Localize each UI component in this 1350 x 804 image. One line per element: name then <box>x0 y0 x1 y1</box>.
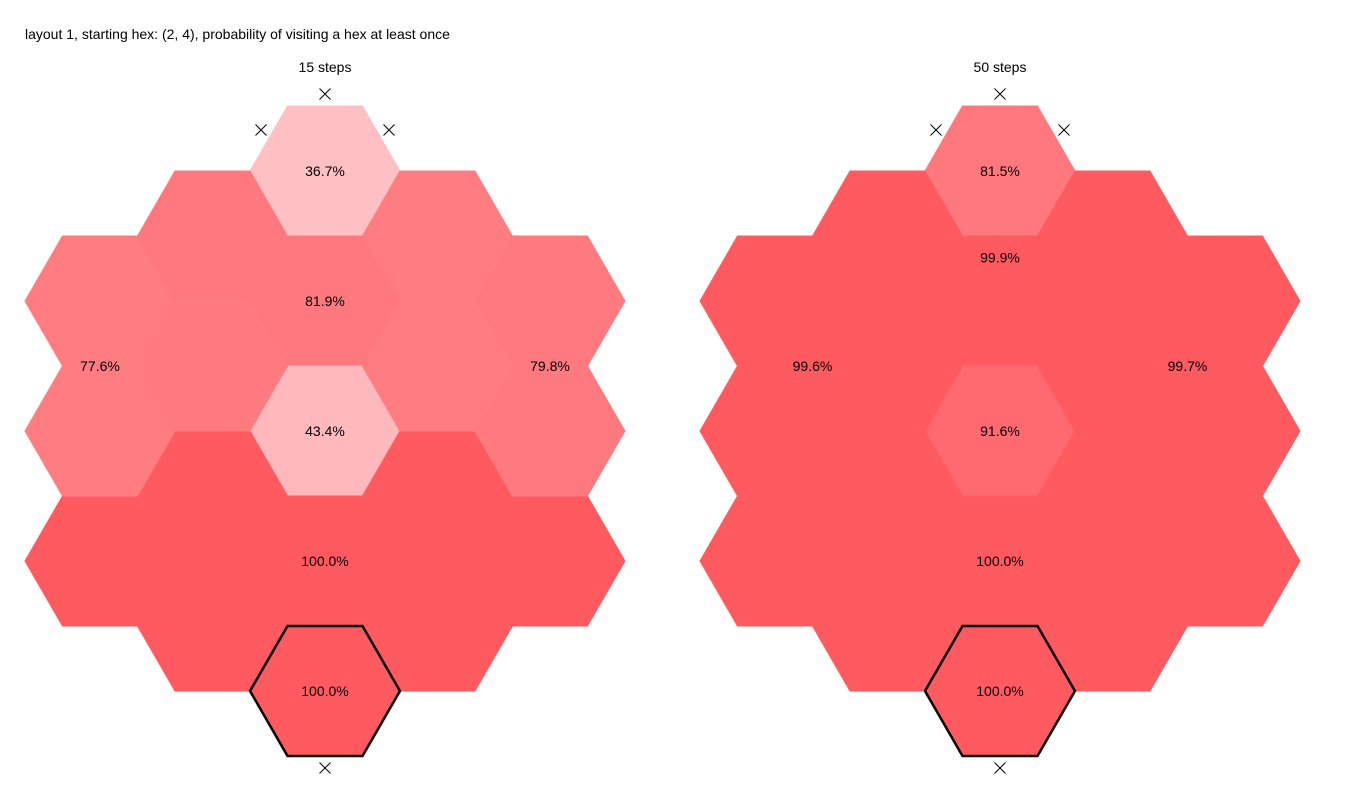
hex-region <box>136 300 289 432</box>
panel-subtitle: 50 steps <box>974 59 1027 75</box>
hex-region <box>699 430 1301 692</box>
start-hex-outline <box>248 624 402 758</box>
hex-region <box>361 300 514 432</box>
region-probability-label: 79.8% <box>530 358 570 374</box>
blocked-edge-marker <box>994 762 1006 774</box>
region-probability-label: 43.4% <box>305 423 345 439</box>
blocked-edge-marker <box>383 124 395 136</box>
blocked-edge-marker <box>319 88 331 100</box>
page-title: layout 1, starting hex: (2, 4), probabil… <box>25 26 450 42</box>
region-probability-label: 99.6% <box>793 358 833 374</box>
region-probability-label: 100.0% <box>976 683 1023 699</box>
hex-cell <box>361 300 514 432</box>
hex-region <box>1036 235 1301 497</box>
region-probability-label: 100.0% <box>301 553 348 569</box>
hex-cell <box>136 300 289 432</box>
blocked-edge-marker <box>994 88 1006 100</box>
hex-cell <box>1036 300 1189 432</box>
panel-subtitle: 15 steps <box>299 59 352 75</box>
region-probability-label: 100.0% <box>301 683 348 699</box>
hex-region <box>811 170 1189 367</box>
region-probability-label: 81.5% <box>980 163 1020 179</box>
region-probability-label: 91.6% <box>980 423 1020 439</box>
region-probability-label: 77.6% <box>80 358 120 374</box>
start-hex-outline <box>923 624 1077 758</box>
hex-cell <box>811 300 964 432</box>
board-panel-2: 50 steps 81.5% 99.9% 91.6% 100.0% 100.0% 99.6%… <box>699 59 1301 774</box>
region-probability-label: 36.7% <box>305 163 345 179</box>
region-probability-label: 99.7% <box>1168 358 1208 374</box>
hex-region <box>699 235 964 497</box>
board-panel-1: 15 steps 36.7% 81.9% 43.4% 100.0% 100.0% 77.6%… <box>24 59 626 774</box>
region-probability-label: 81.9% <box>305 293 345 309</box>
blocked-edge-marker <box>319 762 331 774</box>
region-probability-label: 100.0% <box>976 553 1023 569</box>
blocked-edge-marker <box>930 124 942 136</box>
blocked-edge-marker <box>255 124 267 136</box>
region-probability-label: 99.9% <box>980 250 1020 266</box>
hex-region <box>24 430 626 692</box>
blocked-edge-marker <box>1058 124 1070 136</box>
hex-region <box>24 235 176 497</box>
